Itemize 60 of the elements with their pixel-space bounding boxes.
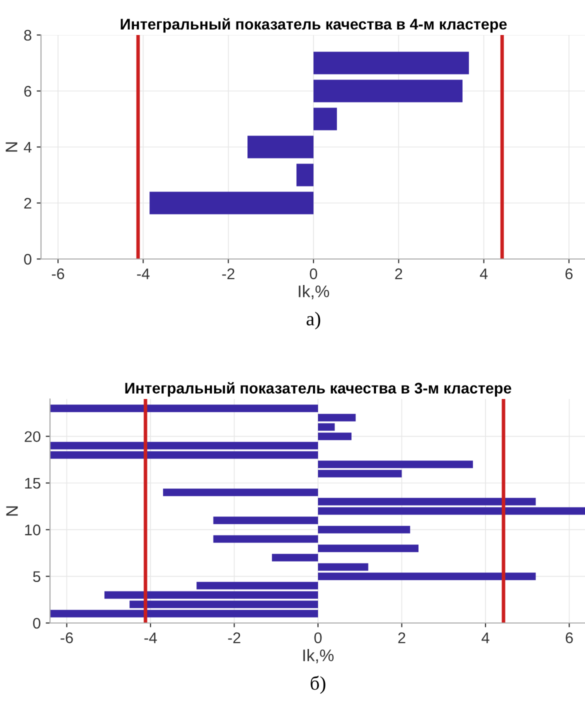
bar <box>318 498 536 506</box>
x-axis-title: Ik,% <box>303 649 334 664</box>
bar <box>318 414 356 422</box>
bar <box>104 591 318 599</box>
chart-title: Интегральный показатель качества в 3-м кластере <box>125 382 512 397</box>
y-tick-label: 0 <box>24 254 32 265</box>
bar <box>50 610 318 618</box>
chart-title: Интегральный показатель качества в 4-м кластере <box>120 18 507 33</box>
bar <box>314 108 337 130</box>
y-axis-title: N <box>6 142 18 152</box>
bar <box>318 470 402 478</box>
bar <box>318 563 368 571</box>
bar <box>318 526 410 534</box>
bar <box>248 136 314 158</box>
bar <box>318 432 352 440</box>
bar <box>50 451 318 459</box>
y-tick-label: 8 <box>24 30 32 41</box>
x-axis-title: Ik,% <box>298 285 330 300</box>
bar <box>314 52 469 74</box>
y-tick-label: 2 <box>24 198 32 209</box>
bar <box>50 404 318 412</box>
bar <box>318 423 335 431</box>
x-tick-label: 0 <box>310 268 318 280</box>
x-tick-label: -4 <box>137 268 150 280</box>
y-tick-label: 6 <box>24 86 32 97</box>
text: б) <box>310 676 326 694</box>
bar <box>318 544 418 552</box>
x-tick-label: -4 <box>144 632 157 644</box>
bar <box>314 80 463 102</box>
x-tick-label: -6 <box>60 632 73 644</box>
bar <box>318 572 536 580</box>
x-tick-label: 2 <box>395 268 402 280</box>
x-tick-label: 0 <box>314 632 322 644</box>
bar <box>272 554 318 562</box>
y-tick-label: 20 <box>24 431 40 442</box>
y-tick-label: 4 <box>24 142 32 153</box>
x-tick-label: 2 <box>398 632 406 644</box>
x-tick-label: 6 <box>565 268 573 280</box>
x-tick-label: -2 <box>228 632 240 644</box>
y-tick-label: 10 <box>25 524 40 536</box>
bar <box>130 600 318 608</box>
x-tick-label: 4 <box>482 632 490 644</box>
x-tick-label: -6 <box>52 268 64 280</box>
bar <box>213 516 318 524</box>
bar <box>50 442 318 450</box>
y-tick-label: 0 <box>33 618 40 629</box>
bar <box>318 507 585 515</box>
bar <box>213 535 318 543</box>
x-tick-label: 6 <box>566 632 573 644</box>
text: а) <box>306 312 320 330</box>
bar <box>150 192 314 214</box>
bar <box>196 582 318 590</box>
y-tick-label: 5 <box>33 571 40 582</box>
y-tick-label: 15 <box>25 478 40 489</box>
x-tick-label: -2 <box>222 268 234 280</box>
bar <box>163 488 318 496</box>
bar <box>318 460 473 468</box>
y-axis-title: N <box>6 506 18 516</box>
bar <box>296 164 314 186</box>
x-tick-label: 4 <box>480 268 488 280</box>
